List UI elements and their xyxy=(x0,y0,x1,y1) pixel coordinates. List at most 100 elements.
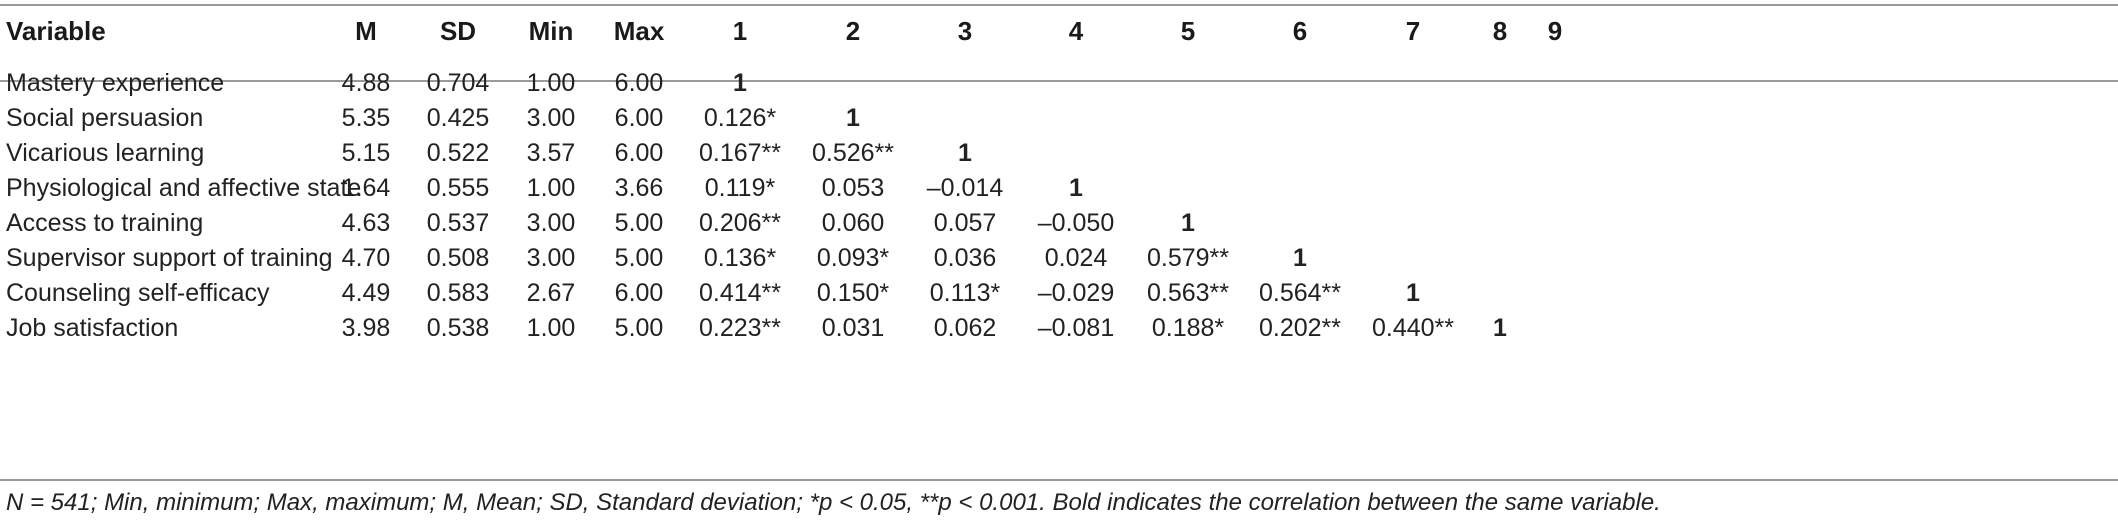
cell-sd: 0.522 xyxy=(426,139,490,167)
cell-correlation-4: 0.024 xyxy=(1044,244,1108,272)
table-top-rule xyxy=(0,4,2118,6)
cell-correlation-1: 0.167** xyxy=(698,139,782,167)
cell-correlation-6: 1 xyxy=(1293,244,1307,272)
cell-correlation-2: 1 xyxy=(846,104,860,132)
table-footnote: N = 541; Min, minimum; Max, maximum; M, … xyxy=(6,489,1661,516)
cell-sd: 0.508 xyxy=(426,244,490,272)
cell-variable: Mastery experience xyxy=(6,69,225,97)
table-row: Mastery experience 4.88 0.704 1.00 6.00 1 xyxy=(0,60,2118,107)
cell-max: 5.00 xyxy=(614,209,664,237)
cell-correlation-1: 0.136* xyxy=(703,244,777,272)
cell-min: 3.00 xyxy=(526,244,576,272)
cell-min: 3.00 xyxy=(526,104,576,132)
cell-correlation-2: 0.053 xyxy=(821,174,885,202)
cell-correlation-1: 1 xyxy=(733,69,747,97)
header-col-3: 3 xyxy=(957,16,973,46)
cell-max: 6.00 xyxy=(614,69,664,97)
cell-correlation-5: 0.579** xyxy=(1146,244,1230,272)
table-header-rule xyxy=(0,80,2118,82)
cell-correlation-3: 0.062 xyxy=(933,314,997,342)
cell-correlation-3: 1 xyxy=(958,139,972,167)
cell-correlation-2: 0.526** xyxy=(811,139,895,167)
table-row: Supervisor support of training 4.70 0.508 3… xyxy=(0,235,2118,282)
cell-max: 3.66 xyxy=(614,174,664,202)
header-m: M xyxy=(355,16,377,46)
table-row: Counseling self-efficacy 4.49 0.583 2.67 6.0… xyxy=(0,270,2118,317)
cell-sd: 0.425 xyxy=(426,104,490,132)
header-col-6: 6 xyxy=(1292,16,1308,46)
table-row: Job satisfaction 3.98 0.538 1.00 5.00 0.223**… xyxy=(0,305,2118,352)
cell-m: 3.98 xyxy=(341,314,391,342)
cell-variable: Job satisfaction xyxy=(6,314,179,342)
cell-correlation-2: 0.060 xyxy=(821,209,885,237)
cell-m: 4.70 xyxy=(341,244,391,272)
cell-sd: 0.538 xyxy=(426,314,490,342)
cell-correlation-5: 0.563** xyxy=(1146,279,1230,307)
cell-correlation-1: 0.126* xyxy=(703,104,777,132)
cell-m: 5.35 xyxy=(341,104,391,132)
header-sd: SD xyxy=(439,16,477,46)
cell-correlation-7: 1 xyxy=(1406,279,1420,307)
cell-correlation-4: –0.050 xyxy=(1037,209,1115,237)
cell-correlation-8: 1 xyxy=(1493,314,1507,342)
cell-correlation-3: 0.057 xyxy=(933,209,997,237)
cell-min: 1.00 xyxy=(526,174,576,202)
header-col-1: 1 xyxy=(732,16,748,46)
header-col-7: 7 xyxy=(1405,16,1421,46)
cell-min: 3.00 xyxy=(526,209,576,237)
cell-correlation-3: 0.036 xyxy=(933,244,997,272)
cell-correlation-3: 0.113* xyxy=(929,279,1001,307)
cell-correlation-2: 0.150* xyxy=(816,279,890,307)
cell-correlation-6: 0.564** xyxy=(1258,279,1342,307)
cell-m: 4.63 xyxy=(341,209,391,237)
cell-correlation-4: 1 xyxy=(1069,174,1083,202)
cell-max: 6.00 xyxy=(614,279,664,307)
cell-min: 3.57 xyxy=(526,139,576,167)
cell-max: 6.00 xyxy=(614,139,664,167)
cell-m: 4.49 xyxy=(341,279,391,307)
cell-correlation-5: 0.188* xyxy=(1151,314,1225,342)
table-bottom-rule xyxy=(0,479,2118,481)
cell-min: 2.67 xyxy=(526,279,576,307)
cell-variable: Social persuasion xyxy=(6,104,204,132)
cell-max: 5.00 xyxy=(614,244,664,272)
table-row: Access to training 4.63 0.537 3.00 5.00 0.206… xyxy=(0,200,2118,247)
cell-sd: 0.583 xyxy=(426,279,490,307)
table-header-row: Variable M SD Min Max 1 2 3 4 5 6 7 8 9 xyxy=(0,8,2118,55)
header-min: Min xyxy=(528,16,574,46)
cell-sd: 0.555 xyxy=(426,174,490,202)
cell-max: 6.00 xyxy=(614,104,664,132)
cell-sd: 0.704 xyxy=(426,69,490,97)
table-row: Physiological and affective state 1.64 0.5… xyxy=(0,165,2118,212)
cell-correlation-1: 0.414** xyxy=(698,279,782,307)
header-variable: Variable xyxy=(6,16,106,46)
table-row: Vicarious learning 5.15 0.522 3.57 6.00 0.167… xyxy=(0,130,2118,177)
cell-variable: Supervisor support of training xyxy=(6,244,333,272)
header-max: Max xyxy=(613,16,665,46)
cell-variable: Physiological and affective state xyxy=(6,174,362,202)
cell-min: 1.00 xyxy=(526,69,576,97)
header-col-8: 8 xyxy=(1492,16,1508,46)
cell-correlation-7: 0.440** xyxy=(1371,314,1455,342)
cell-max: 5.00 xyxy=(614,314,664,342)
cell-variable: Vicarious learning xyxy=(6,139,205,167)
cell-correlation-5: 1 xyxy=(1181,209,1195,237)
cell-sd: 0.537 xyxy=(426,209,490,237)
cell-variable: Counseling self-efficacy xyxy=(6,279,270,307)
cell-correlation-3: –0.014 xyxy=(926,174,1004,202)
header-col-5: 5 xyxy=(1180,16,1196,46)
cell-correlation-6: 0.202** xyxy=(1258,314,1342,342)
cell-correlation-1: 0.119* xyxy=(704,174,776,202)
table-row: Social persuasion 5.35 0.425 3.00 6.00 0.126*… xyxy=(0,95,2118,142)
cell-correlation-2: 0.031 xyxy=(821,314,885,342)
header-col-2: 2 xyxy=(845,16,861,46)
cell-m: 4.88 xyxy=(341,69,391,97)
cell-correlation-4: –0.081 xyxy=(1037,314,1115,342)
header-col-9: 9 xyxy=(1547,16,1563,46)
cell-correlation-4: –0.029 xyxy=(1037,279,1115,307)
cell-correlation-2: 0.093* xyxy=(816,244,890,272)
cell-min: 1.00 xyxy=(526,314,576,342)
cell-variable: Access to training xyxy=(6,209,204,237)
cell-m: 1.64 xyxy=(341,174,391,202)
header-col-4: 4 xyxy=(1068,16,1084,46)
